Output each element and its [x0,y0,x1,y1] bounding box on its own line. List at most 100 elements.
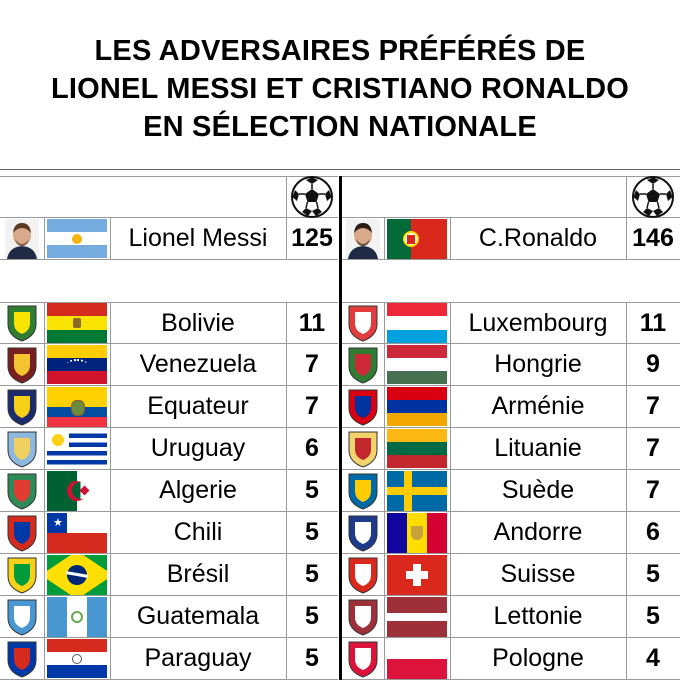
algeria-crest-icon [0,470,44,511]
ecuador-flag-icon [44,386,110,427]
poland-flag-icon [384,638,450,679]
venezuela-flag-icon [44,344,110,385]
opponent-row: Suède 7 [342,470,680,512]
ronaldo-player-row: C.Ronaldo 146 [342,218,680,260]
opponent-name: Venezuela [139,350,257,378]
ronaldo-player-name: C.Ronaldo [478,224,598,252]
opponent-goals: 6 [646,518,660,546]
opponent-row: Equateur 7 [0,386,338,428]
uruguay-flag-icon [44,428,110,469]
bolivia-crest-icon [0,303,44,343]
venezuela-crest-icon [0,344,44,385]
opponent-goals: 5 [305,602,319,630]
opponent-goals: 9 [646,350,660,378]
opponent-goals: 7 [305,350,319,378]
opponent-goals: 7 [305,392,319,420]
opponent-name: Brésil [166,560,230,588]
algeria-flag-icon [44,470,110,511]
paraguay-crest-icon [0,638,44,679]
opponent-name: Lettonie [493,602,583,630]
opponent-name: Pologne [492,644,584,672]
hungary-flag-icon [384,344,450,385]
opponent-goals: 11 [639,308,667,337]
guatemala-flag-icon [44,596,110,637]
opponent-name: Algerie [159,476,237,504]
opponent-name: Arménie [491,392,585,420]
guatemala-crest-icon [0,596,44,637]
spacer-row [342,260,680,302]
opponent-row: Andorre 6 [342,512,680,554]
switzerland-flag-icon [384,554,450,595]
soccer-ball-icon [626,176,680,218]
opponent-row: Lettonie 5 [342,596,680,638]
opponent-name: Andorre [493,518,583,546]
opponent-name: Uruguay [150,434,246,462]
opponent-goals: 5 [305,518,319,546]
opponent-row: Hongrie 9 [342,344,680,386]
opponent-goals: 11 [298,308,326,337]
opponent-goals: 5 [305,476,319,504]
opponent-goals: 7 [646,434,660,462]
bolivia-flag-icon [44,303,110,343]
opponent-goals: 5 [646,560,660,588]
opponent-name: Equateur [147,392,249,420]
opponent-row: Lituanie 7 [342,428,680,470]
opponent-name: Suisse [500,560,576,588]
spacer-row [0,260,338,302]
opponent-goals: 6 [305,434,319,462]
opponent-row: Luxembourg 11 [342,302,680,344]
chile-flag-icon: ★ [44,512,110,553]
uruguay-crest-icon [0,428,44,469]
brazil-flag-icon [44,554,110,595]
chile-crest-icon [0,512,44,553]
messi-total-goals: 125 [291,224,333,252]
opponent-goals: 5 [646,602,660,630]
opponent-name: Hongrie [494,350,582,378]
opponent-name: Guatemala [136,602,260,630]
portugal-flag-icon [384,218,450,259]
title-line-2: LIONEL MESSI ET CRISTIANO RONALDO [50,72,630,105]
messi-avatar [0,218,44,259]
luxembourg-crest-icon [342,303,384,343]
argentina-flag-icon [44,218,110,259]
latvia-crest-icon [342,596,384,637]
andorra-crest-icon [342,512,384,553]
switzerland-crest-icon [342,554,384,595]
opponent-row: Venezuela 7 [0,344,338,386]
soccer-ball-icon [286,176,338,218]
opponent-goals: 7 [646,392,660,420]
opponent-row: Algerie 5 [0,470,338,512]
andorra-flag-icon [384,512,450,553]
title-line-1: LES ADVERSAIRES PRÉFÉRÉS DE [94,34,586,67]
hungary-crest-icon [342,344,384,385]
opponent-goals: 5 [305,644,319,672]
goals-header-row [342,176,680,218]
opponent-row: Guatemala 5 [0,596,338,638]
brazil-crest-icon [0,554,44,595]
opponent-name: Chili [173,518,223,546]
luxembourg-flag-icon [384,303,450,343]
opponent-row: Uruguay 6 [0,428,338,470]
opponent-goals: 4 [646,644,660,672]
lithuania-crest-icon [342,428,384,469]
opponent-name: Lituanie [494,434,582,462]
opponent-row: Pologne 4 [342,638,680,680]
armenia-crest-icon [342,386,384,427]
lithuania-flag-icon [384,428,450,469]
ecuador-crest-icon [0,386,44,427]
opponent-row: Bolivie 11 [0,302,338,344]
opponent-row: Arménie 7 [342,386,680,428]
opponent-name: Bolivie [161,308,235,337]
paraguay-flag-icon [44,638,110,679]
opponent-name: Paraguay [144,644,252,672]
goals-header-row [0,176,338,218]
opponent-row: Paraguay 5 [0,638,338,680]
ronaldo-panel: C.Ronaldo 146 Luxembourg 11 Hongrie 9 Ar… [342,176,680,680]
ronaldo-avatar [342,218,384,259]
opponent-row: Brésil 5 [0,554,338,596]
opponent-name: Suède [501,476,575,504]
opponent-name: Luxembourg [468,308,608,337]
panel-divider [339,176,342,680]
title-block: LES ADVERSAIRES PRÉFÉRÉS DE LIONEL MESSI… [0,0,680,170]
latvia-flag-icon [384,596,450,637]
